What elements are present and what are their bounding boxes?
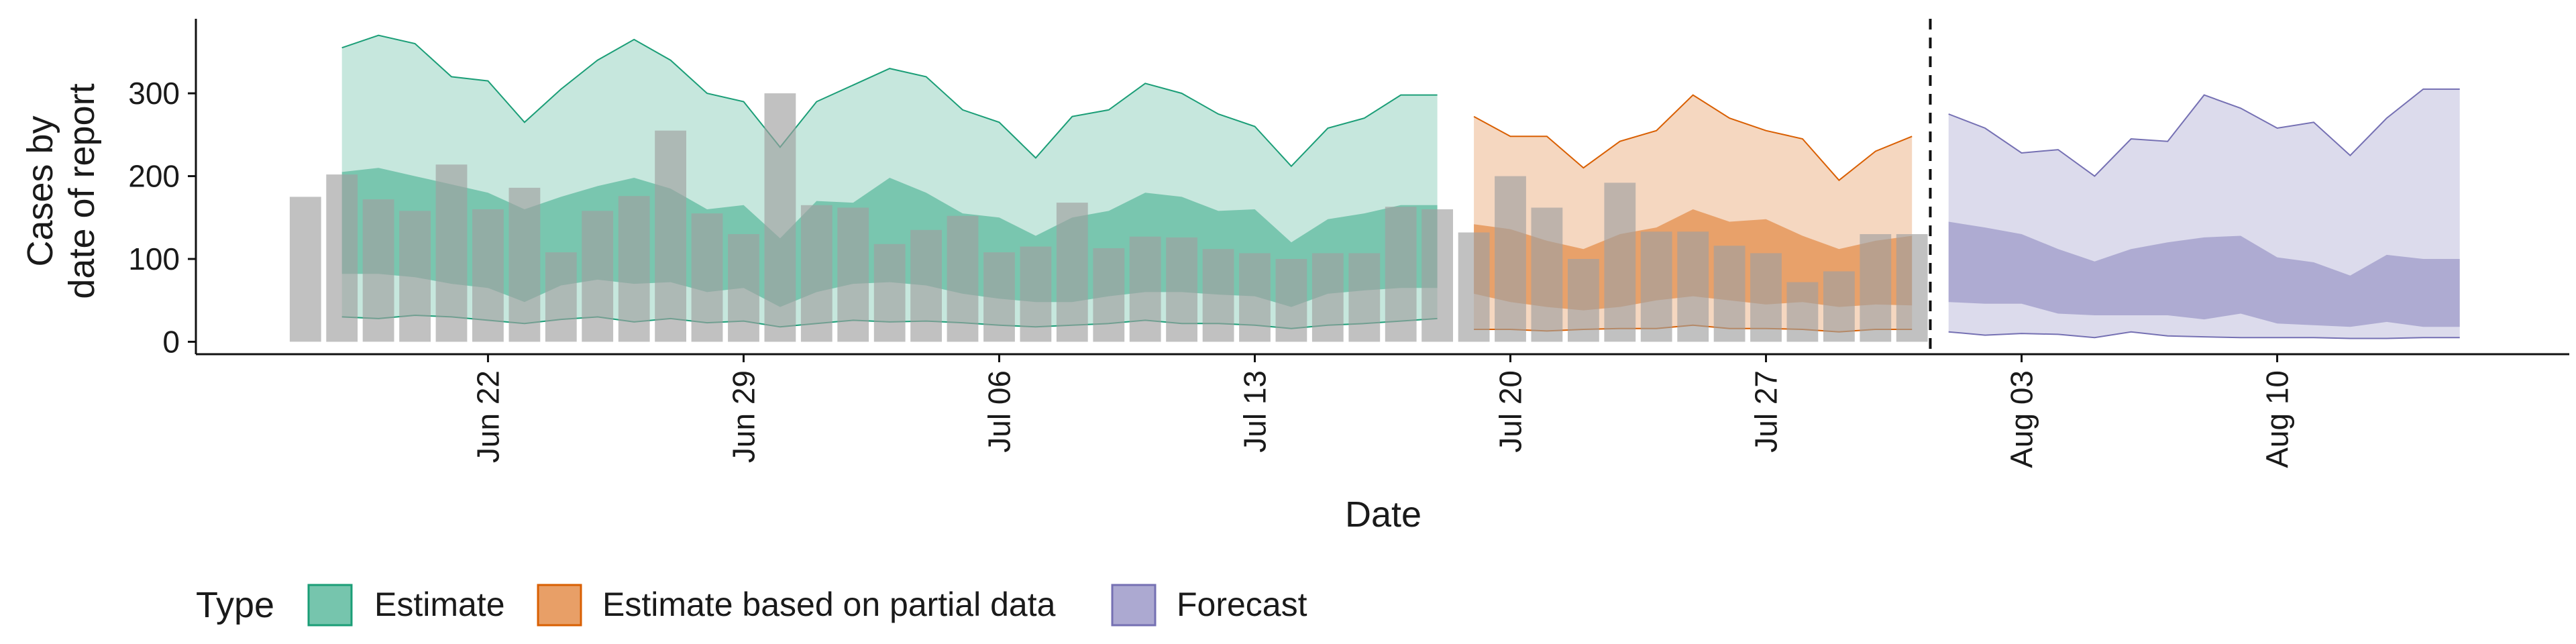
ribbon-outer-upper-line-forecast bbox=[1948, 88, 2460, 177]
ribbon-layer bbox=[341, 34, 2460, 339]
observed-bar bbox=[837, 207, 869, 342]
observed-bar bbox=[472, 209, 504, 342]
observed-bar bbox=[764, 93, 796, 342]
ribbon-inner-forecast bbox=[1948, 221, 2460, 327]
observed-bar bbox=[728, 234, 759, 342]
x-tick-label: Jul 20 bbox=[1493, 370, 1528, 453]
observed-bar bbox=[983, 252, 1015, 342]
observed-bar bbox=[691, 213, 723, 342]
ribbon-outer-upper-line-estimate bbox=[341, 34, 1438, 168]
observed-bar bbox=[1531, 207, 1563, 342]
ribbon-outer-lower-line-forecast bbox=[1948, 331, 2460, 339]
x-tick-label: Jul 06 bbox=[982, 370, 1017, 453]
observed-bar bbox=[1640, 231, 1672, 342]
observed-bar bbox=[873, 244, 906, 342]
observed-bar bbox=[1311, 253, 1344, 342]
observed-bar bbox=[1056, 203, 1088, 342]
observed-bar bbox=[1385, 207, 1417, 342]
observed-bar bbox=[1093, 248, 1125, 342]
legend-label-forecast: Forecast bbox=[1177, 586, 1307, 623]
x-axis-label: Date bbox=[1345, 494, 1421, 535]
observed-bar bbox=[655, 130, 686, 342]
y-ticks: 0 100 200 300 bbox=[128, 76, 196, 359]
observed-bar bbox=[545, 252, 577, 342]
observed-bar bbox=[326, 174, 358, 342]
observed-bar bbox=[910, 229, 942, 342]
observed-bar bbox=[1458, 232, 1490, 342]
observed-bar bbox=[1166, 237, 1197, 342]
legend: Type Estimate Estimate based on partial … bbox=[196, 584, 1307, 627]
ribbon-outer-estimate bbox=[341, 35, 1438, 329]
y-tick-label: 300 bbox=[128, 76, 180, 111]
x-tick-label: Jun 22 bbox=[470, 370, 505, 463]
observed-bar bbox=[1495, 176, 1526, 342]
observed-bar bbox=[289, 197, 321, 342]
y-axis-label-line1: Cases by bbox=[20, 115, 60, 266]
observed-bar bbox=[1896, 234, 1928, 342]
observed-bar bbox=[1860, 234, 1892, 342]
observed-bar bbox=[1786, 282, 1819, 342]
observed-bar bbox=[1604, 182, 1636, 342]
y-tick-label: 0 bbox=[162, 324, 180, 359]
observed-bar bbox=[618, 196, 650, 342]
observed-bar bbox=[1823, 271, 1855, 342]
observed-bar bbox=[399, 211, 431, 342]
observed-bar bbox=[1239, 253, 1271, 342]
ribbon-inner-estimate bbox=[341, 168, 1438, 307]
observed-bar bbox=[1713, 246, 1746, 342]
observed-bar bbox=[1202, 249, 1234, 342]
observed-bar bbox=[1421, 209, 1453, 342]
legend-swatch-partial bbox=[537, 584, 582, 627]
y-axis-label-line2: date of report bbox=[62, 83, 102, 299]
ribbon-outer-forecast bbox=[1948, 89, 2460, 339]
observed-bar bbox=[1020, 246, 1052, 342]
legend-swatch-estimate bbox=[307, 584, 353, 627]
legend-label-estimate: Estimate bbox=[374, 586, 505, 623]
ribbon-outer-upper-line-estimate-based-on-partial-data bbox=[1473, 94, 1913, 182]
x-tick-label: Jul 13 bbox=[1238, 370, 1273, 453]
observed-bar bbox=[582, 211, 614, 342]
axes bbox=[195, 19, 2569, 356]
x-tick-label: Aug 03 bbox=[2004, 370, 2039, 468]
legend-title: Type bbox=[196, 585, 274, 625]
observed-bars-layer bbox=[289, 93, 1928, 342]
observed-bar bbox=[1348, 253, 1381, 342]
observed-bar bbox=[1568, 259, 1599, 342]
observed-bar bbox=[1275, 259, 1307, 342]
observed-bar bbox=[362, 199, 394, 342]
x-tick-label: Jun 29 bbox=[727, 370, 761, 463]
observed-bar bbox=[508, 187, 541, 342]
observed-bar bbox=[947, 215, 979, 342]
legend-swatch-forecast bbox=[1111, 584, 1157, 627]
x-tick-label: Aug 10 bbox=[2260, 370, 2295, 468]
legend-label-partial: Estimate based on partial data bbox=[602, 586, 1056, 623]
observed-bar bbox=[1750, 253, 1782, 342]
y-tick-label: 100 bbox=[128, 241, 180, 276]
observed-bar bbox=[1129, 236, 1161, 342]
observed-bar bbox=[1677, 231, 1709, 342]
observed-bar bbox=[435, 164, 468, 342]
x-tick-label: Jul 27 bbox=[1749, 370, 1784, 453]
x-ticks: Jun 22 Jun 29 Jul 06 Jul 13 Jul 20 Jul 27 Aug … bbox=[470, 354, 2295, 468]
y-tick-label: 200 bbox=[128, 159, 180, 194]
observed-bar bbox=[800, 205, 833, 342]
